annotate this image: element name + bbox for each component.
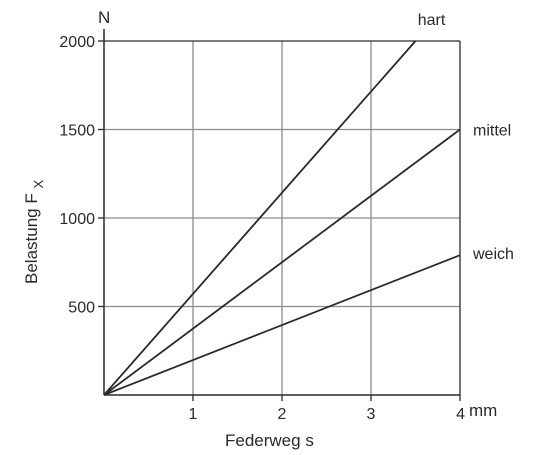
series-label-hart: hart [418,12,446,29]
x-tick-label-2: 2 [278,406,287,423]
x-tick-label-1: 1 [189,406,198,423]
y-tick-label-500: 500 [68,300,95,317]
series-label-mittel: mittel [473,123,511,140]
y-axis-label: Belastung F X [22,180,46,284]
x-axis-unit: mm [469,401,497,420]
y-axis-unit: N [98,8,110,27]
y-axis-label-subscript: X [31,180,46,189]
text-layer: N mm Federweg s Belastung F X 1 2 3 4 500 100… [22,8,514,450]
grid-layer [104,40,460,395]
y-tick-label-1500: 1500 [59,123,95,140]
x-tick-label-3: 3 [367,406,376,423]
y-tick-label-2000: 2000 [59,34,95,51]
series-label-weich: weich [472,246,514,263]
x-tick-label-4: 4 [456,406,465,423]
y-tick-label-1000: 1000 [59,211,95,228]
y-axis-label-main: Belastung F [22,193,41,284]
series-line-weich [103,254,461,396]
series-line-hart [103,40,417,396]
series-layer [103,40,461,396]
x-axis-label: Federweg s [225,431,314,450]
axis-layer [98,29,461,401]
series-line-mittel [103,128,461,396]
